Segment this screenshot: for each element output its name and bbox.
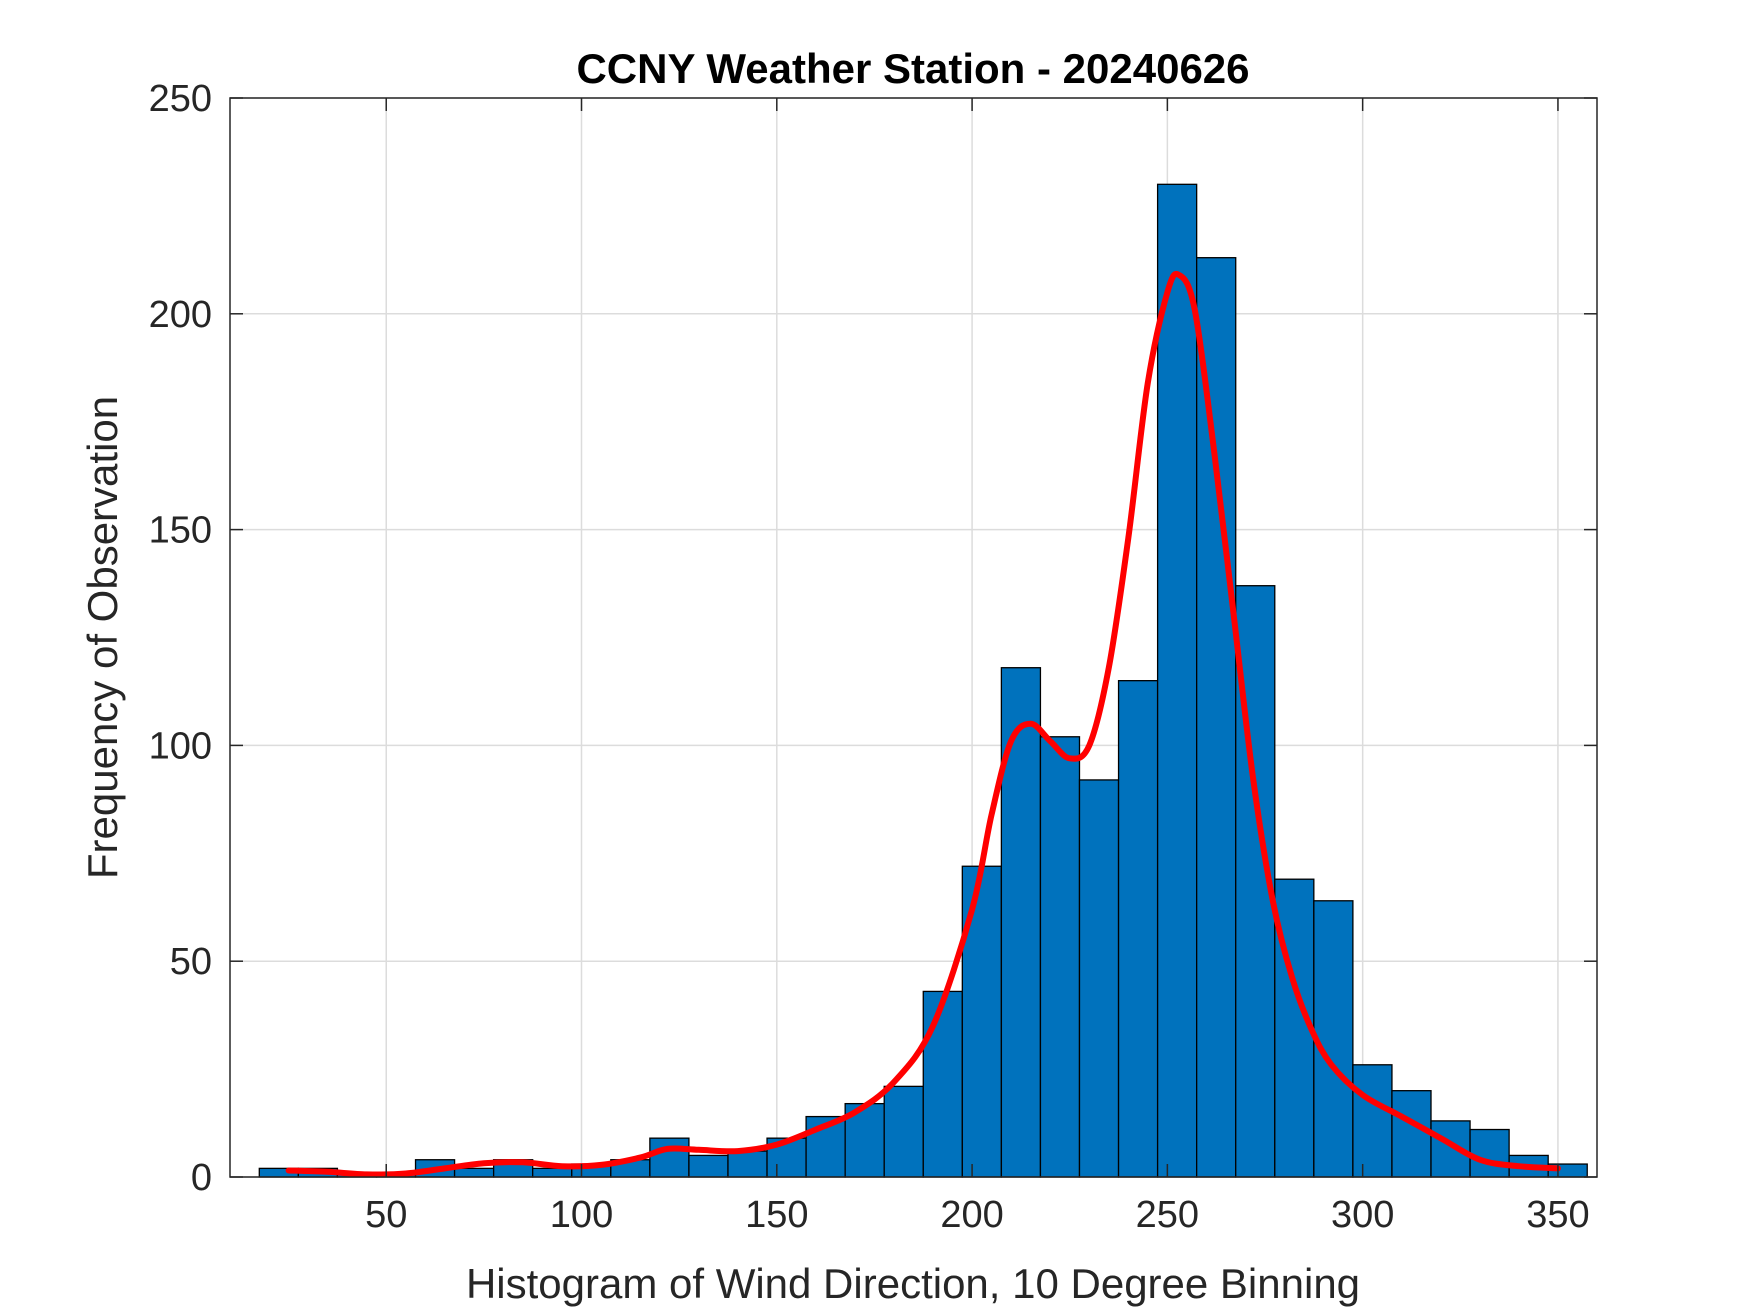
y-axis-label: Frequency of Observation bbox=[79, 396, 126, 879]
tick-labels: 50 100 150 200 250 300 350 0 50 100 150 200 250 bbox=[149, 78, 1590, 1236]
plot-area bbox=[230, 98, 1597, 1177]
bar-137.5-147.5 bbox=[727, 1150, 768, 1178]
y-tick-label-150: 150 bbox=[149, 510, 212, 552]
bar-87.5-97.5 bbox=[532, 1167, 573, 1178]
bar-307.5-317.5 bbox=[1391, 1090, 1432, 1178]
y-tick-label-250: 250 bbox=[149, 78, 212, 120]
bar-117.5-127.5 bbox=[649, 1137, 690, 1178]
bar-187.5-197.5 bbox=[922, 990, 963, 1178]
x-tick-label-50: 50 bbox=[365, 1194, 407, 1236]
bar-297.5-307.5 bbox=[1352, 1064, 1393, 1178]
bar-257.5-267.5 bbox=[1196, 257, 1237, 1178]
y-tick-label-0: 0 bbox=[191, 1157, 212, 1199]
y-tick-label-50: 50 bbox=[170, 941, 212, 983]
bar-247.5-257.5 bbox=[1156, 183, 1198, 1178]
x-tick-label-250: 250 bbox=[1136, 1194, 1199, 1236]
x-tick-label-200: 200 bbox=[940, 1194, 1003, 1236]
x-tick-label-100: 100 bbox=[550, 1194, 613, 1236]
bar-287.5-297.5 bbox=[1313, 900, 1354, 1178]
axes-box bbox=[229, 97, 1598, 1178]
x-axis-label: Histogram of Wind Direction, 10 Degree B… bbox=[466, 1260, 1360, 1307]
x-tick-label-150: 150 bbox=[745, 1194, 808, 1236]
y-tick-label-100: 100 bbox=[149, 725, 212, 767]
curve-line-0 bbox=[285, 270, 1561, 1178]
bar-127.5-137.5 bbox=[688, 1154, 729, 1178]
fitted-curve bbox=[285, 270, 1561, 1178]
x-tick-label-350: 350 bbox=[1526, 1194, 1589, 1236]
bar-67.5-77.5 bbox=[453, 1167, 495, 1178]
chart-title: CCNY Weather Station - 20240626 bbox=[576, 45, 1249, 92]
axis-ticks bbox=[230, 97, 1597, 1178]
bar-237.5-247.5 bbox=[1117, 680, 1159, 1178]
bar-217.5-227.5 bbox=[1039, 736, 1081, 1178]
bar-327.5-337.5 bbox=[1469, 1128, 1510, 1178]
bar-177.5-187.5 bbox=[883, 1085, 924, 1178]
x-tick-label-300: 300 bbox=[1331, 1194, 1394, 1236]
y-tick-label-200: 200 bbox=[149, 294, 212, 336]
bar-227.5-237.5 bbox=[1078, 779, 1120, 1178]
